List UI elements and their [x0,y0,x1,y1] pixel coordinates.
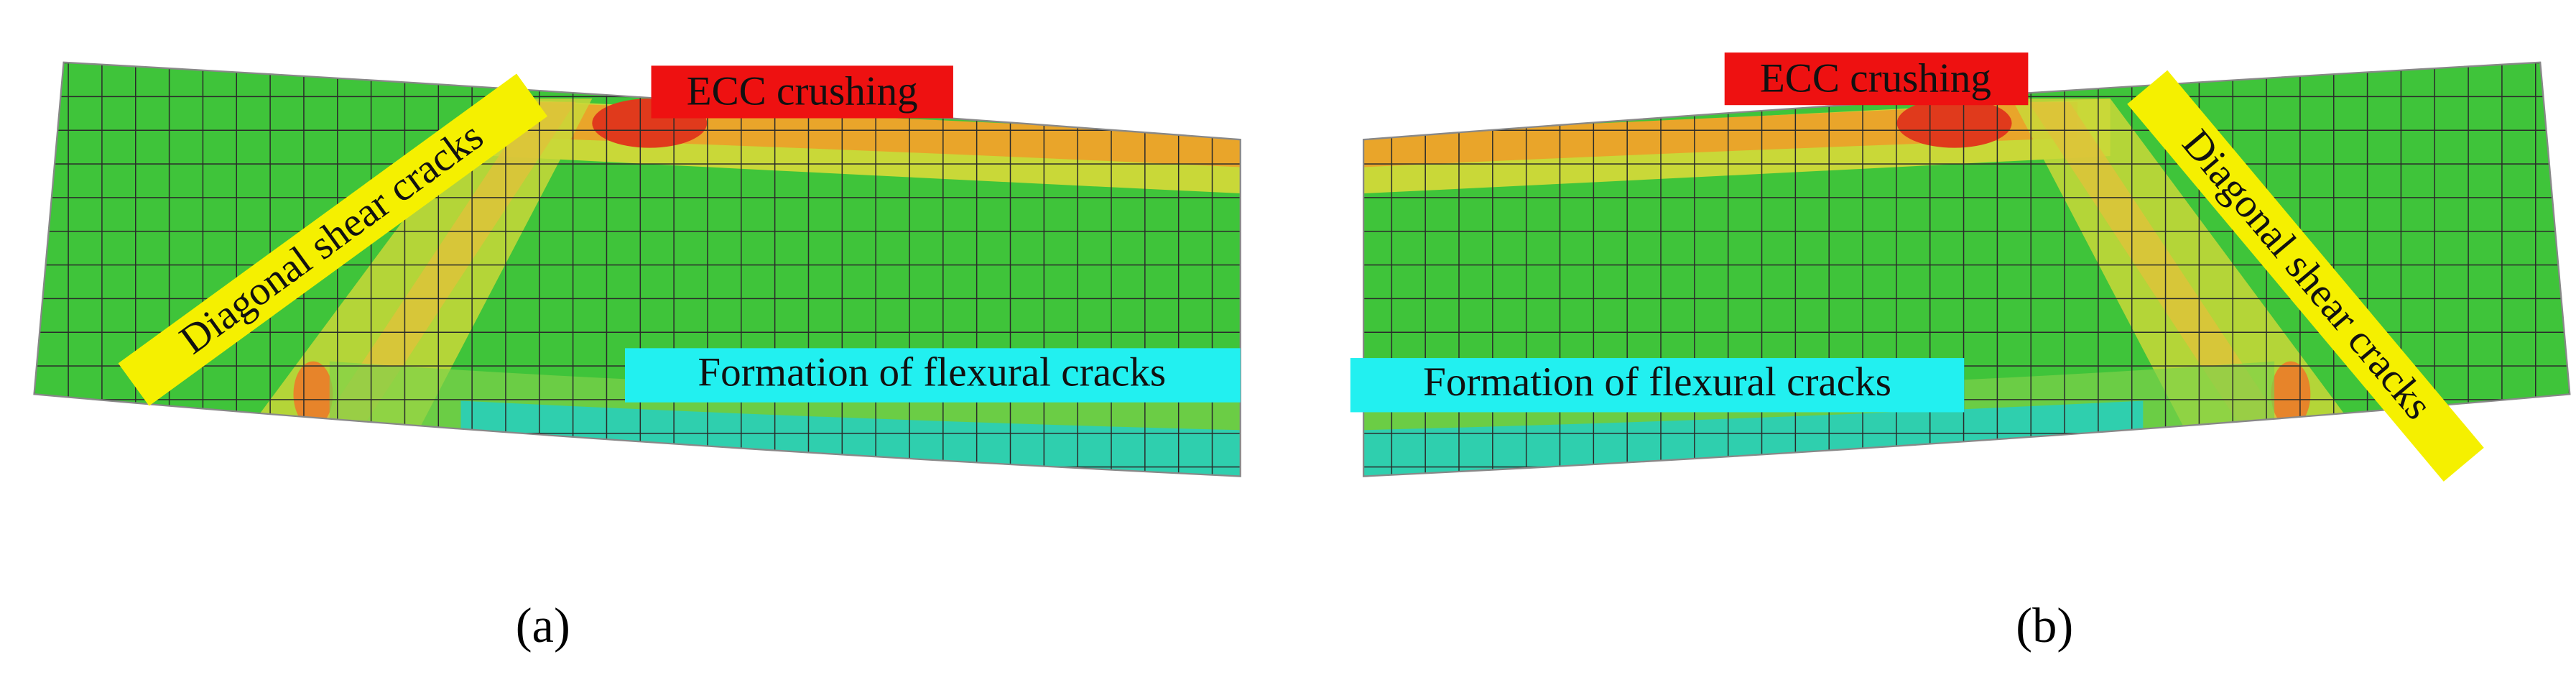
label-bg [651,65,953,119]
crushing-label: ECC crushing [1760,55,1991,101]
caption: (b) [2016,598,2073,653]
label-bg [2127,70,2484,482]
label-bg [624,348,1241,403]
caption: (a) [516,598,570,653]
flexural-label: Formation of flexural cracks [698,349,1166,395]
crushing-label: ECC crushing [687,69,918,114]
label-bg [1350,358,1965,413]
flexural-label: Formation of flexural cracks [1423,359,1891,405]
label-bg [118,73,548,406]
label-bg [1724,52,2029,106]
